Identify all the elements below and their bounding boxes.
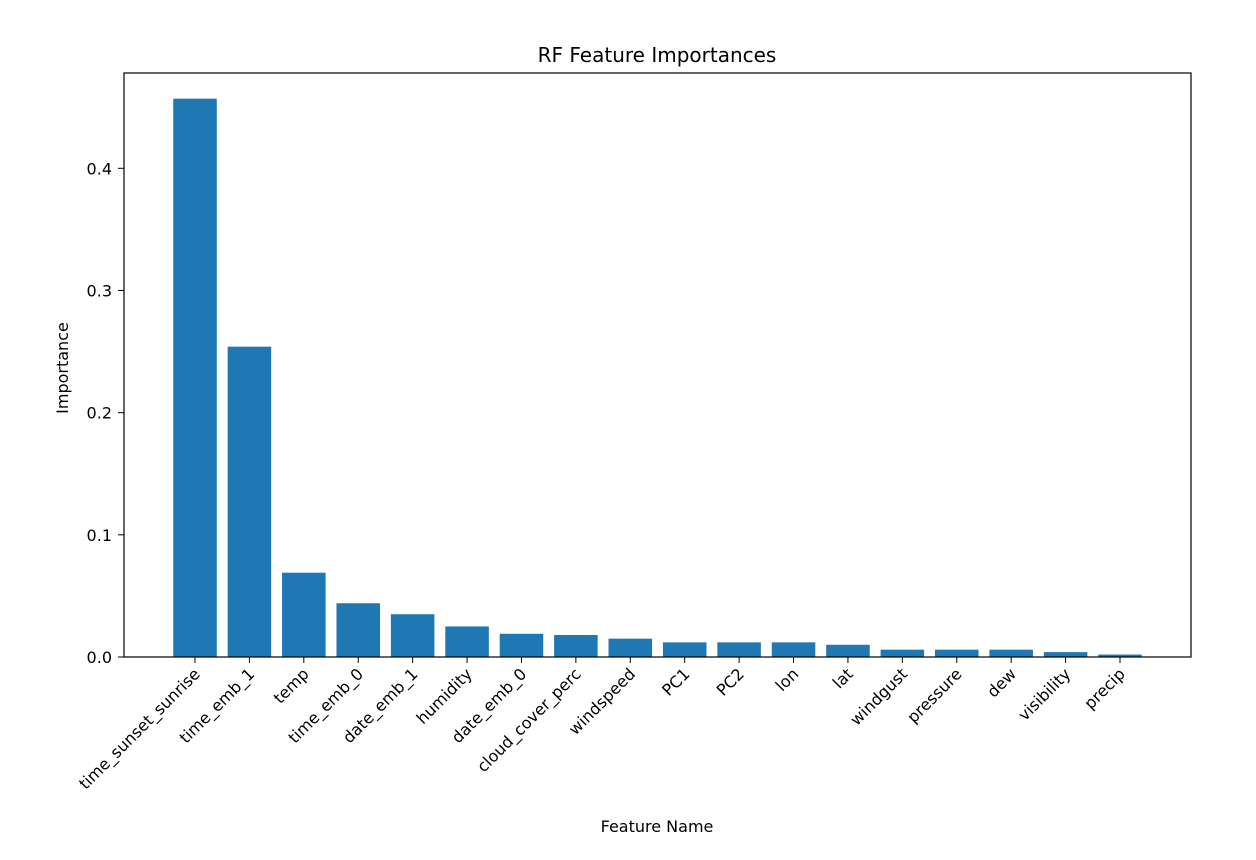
y-axis-ticks: 0.0 0.1 0.2 0.3 0.4 [87,159,124,667]
x-tick-label: precip [1080,664,1129,713]
bar-dew [989,649,1033,657]
bar-time_sunset_sunrise [173,98,217,657]
x-tick-label: PC1 [658,664,693,699]
bar-windspeed [608,638,653,657]
y-tick-label: 0.1 [87,526,112,545]
bar-PC1 [662,642,707,657]
bar-cloud_cover_perc [554,635,598,657]
bar-lat [826,644,870,657]
bars-group [173,98,1142,657]
y-axis-label: Importance [53,322,72,414]
bar-humidity [445,626,489,657]
chart-title: RF Feature Importances [538,43,777,67]
bar-time_emb_1 [227,346,272,657]
x-tick-label: lon [772,664,803,695]
x-tick-label: windgust [846,664,911,729]
x-tick-label: lat [829,664,857,692]
x-tick-label: temp [270,664,313,707]
y-tick-label: 0.2 [87,404,112,423]
x-axis-label: Feature Name [601,817,714,836]
x-tick-label: PC2 [713,664,748,699]
bar-temp [282,572,326,657]
bar-PC2 [717,642,761,657]
bar-lon [771,642,816,657]
bar-windgust [880,649,925,657]
bar-pressure [935,649,979,657]
y-tick-label: 0.3 [87,281,112,300]
y-tick-label: 0.4 [87,159,112,178]
bar-date_emb_1 [390,614,435,657]
bar-time_emb_0 [336,603,380,657]
bar-date_emb_0 [499,633,544,657]
x-tick-label: visibility [1014,664,1074,724]
x-tick-label: pressure [903,664,965,726]
bar-precip [1098,654,1142,657]
bar-visibility [1043,652,1088,657]
plot-frame [123,72,1192,658]
x-tick-label: dew [983,664,1020,701]
y-tick-label: 0.0 [87,648,112,667]
